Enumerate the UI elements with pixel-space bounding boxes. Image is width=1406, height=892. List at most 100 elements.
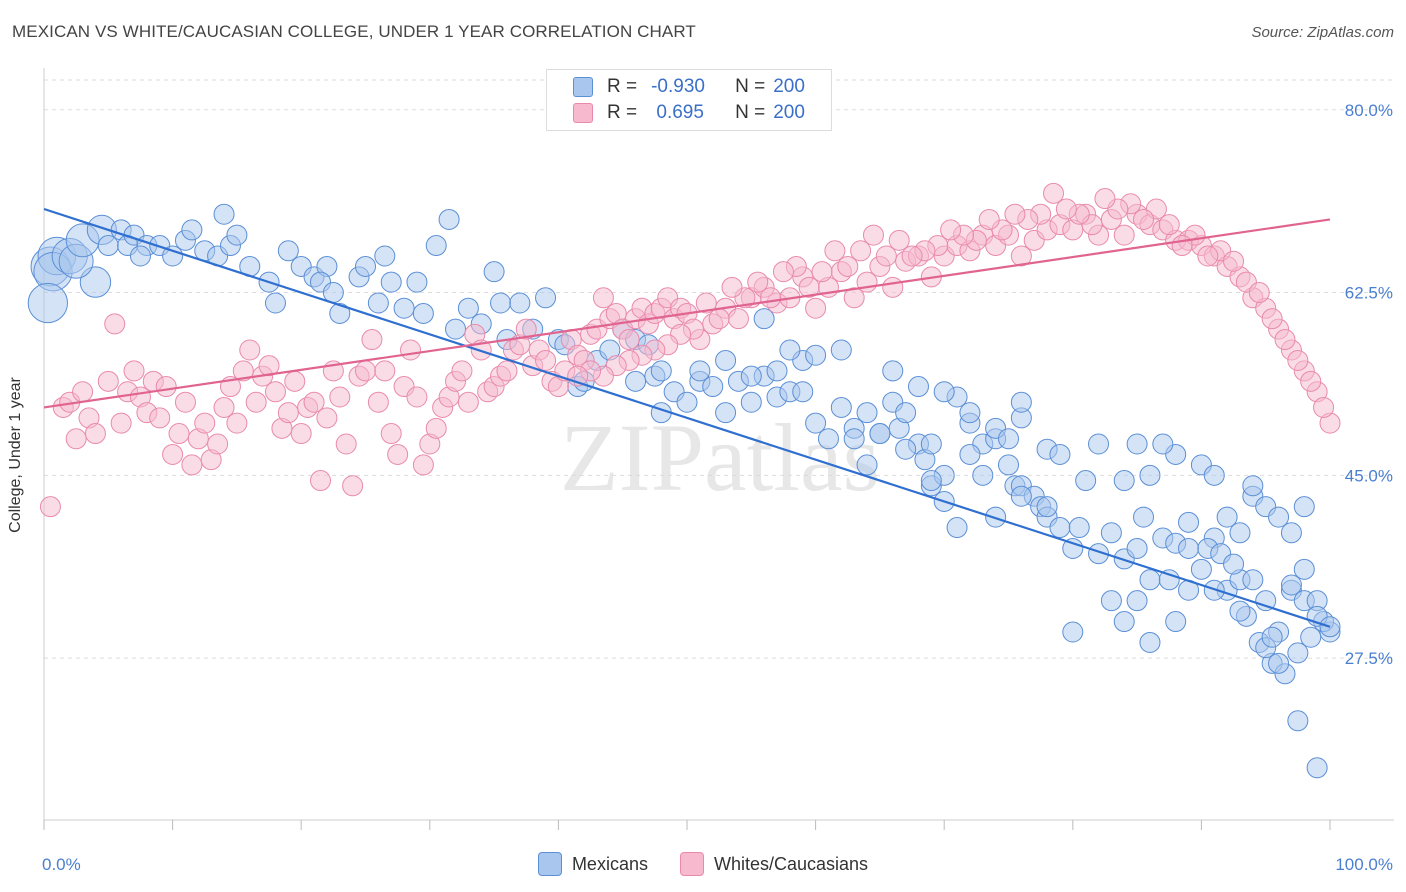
mexicans-point bbox=[355, 255, 376, 277]
whites-point bbox=[239, 339, 261, 361]
whites-point bbox=[232, 360, 254, 382]
whites-point bbox=[425, 417, 447, 439]
whites-point bbox=[862, 224, 884, 246]
whites-point bbox=[104, 313, 126, 335]
trend-lines bbox=[43, 207, 1331, 628]
whites-point bbox=[496, 360, 518, 382]
whites-point bbox=[72, 381, 94, 403]
mexicans-point bbox=[1306, 757, 1328, 779]
mexicans-point bbox=[1178, 511, 1200, 533]
whites-point bbox=[84, 423, 106, 445]
whites-point bbox=[1248, 282, 1270, 304]
mexicans-point bbox=[1113, 611, 1135, 633]
whites-point bbox=[316, 407, 338, 429]
mexicans-point bbox=[1036, 496, 1058, 518]
whites-point bbox=[226, 412, 248, 434]
whites-legend-swatch bbox=[679, 852, 704, 876]
whites-point bbox=[535, 349, 557, 371]
legend-r-label: R = bbox=[607, 102, 638, 123]
whites-point bbox=[1133, 208, 1155, 230]
whites-point bbox=[412, 454, 434, 476]
whites-point bbox=[123, 360, 145, 382]
whites-point bbox=[361, 329, 383, 351]
whites-point bbox=[888, 229, 910, 251]
mexicans-point bbox=[689, 360, 711, 382]
whites-point bbox=[451, 360, 473, 382]
whites-point bbox=[721, 276, 743, 298]
mexicans-point bbox=[1268, 506, 1290, 528]
mexicans-point bbox=[830, 339, 852, 361]
whites-point bbox=[264, 381, 286, 403]
mexicans-point bbox=[226, 224, 248, 246]
whites-point bbox=[213, 396, 235, 418]
mexicans-point bbox=[1075, 470, 1097, 492]
mexicans-point bbox=[1126, 537, 1148, 559]
mexicans-point bbox=[1100, 590, 1122, 612]
mexicans-point bbox=[856, 402, 878, 424]
mexicans-point bbox=[740, 365, 762, 387]
mexicans-point bbox=[1178, 537, 1200, 559]
whites-point bbox=[387, 443, 409, 465]
legend-n-value: 200 bbox=[773, 76, 805, 97]
mexicans-point bbox=[959, 402, 981, 424]
whites-point bbox=[380, 423, 402, 445]
whites-point bbox=[978, 208, 1000, 230]
mexicans-point bbox=[425, 235, 447, 257]
whites-points bbox=[39, 182, 1341, 518]
mexicans-point bbox=[715, 349, 737, 371]
mexicans-point bbox=[1165, 611, 1187, 633]
legend-r-value: -0.930 bbox=[651, 76, 705, 97]
whites-point bbox=[335, 433, 357, 455]
mexicans-point bbox=[1242, 475, 1264, 497]
mexicans-point bbox=[817, 428, 839, 450]
whites-point bbox=[181, 454, 203, 476]
mexicans-point bbox=[972, 464, 994, 486]
mexicans-point bbox=[1139, 464, 1161, 486]
whites-point bbox=[309, 470, 331, 492]
mexicans-point bbox=[1229, 600, 1251, 622]
mexicans-point bbox=[882, 360, 904, 382]
mexicans-point bbox=[959, 443, 981, 465]
whites-point bbox=[174, 391, 196, 413]
whites-point bbox=[155, 376, 177, 398]
whites-point bbox=[1313, 396, 1335, 418]
whites-point bbox=[290, 423, 312, 445]
whites-swatch bbox=[573, 103, 593, 123]
legend-row-whites: R = 0.695 N = 200 bbox=[573, 101, 805, 125]
whites-point bbox=[1043, 182, 1065, 204]
mexicans-point bbox=[933, 381, 955, 403]
mexicans-point bbox=[805, 412, 827, 434]
mexicans-point bbox=[895, 402, 917, 424]
mexicans-point bbox=[766, 360, 788, 382]
mexicans-point bbox=[367, 292, 389, 314]
mexicans-point bbox=[1113, 470, 1135, 492]
whites-point bbox=[592, 287, 614, 309]
whites-point bbox=[695, 292, 717, 314]
mexicans-legend-label: Mexicans bbox=[571, 853, 648, 874]
mexicans-point bbox=[329, 302, 351, 324]
mexicans-point bbox=[1280, 522, 1302, 544]
whites-point bbox=[1055, 198, 1077, 220]
mexicans-point bbox=[1100, 522, 1122, 544]
mexicans-point bbox=[907, 376, 929, 398]
mexicans-point bbox=[181, 219, 203, 241]
y-tick-label: 80.0% bbox=[1345, 101, 1393, 120]
mexicans-point bbox=[1088, 433, 1110, 455]
whites-point bbox=[277, 402, 299, 424]
axes bbox=[43, 68, 1394, 830]
mexicans-point bbox=[1126, 590, 1148, 612]
mexicans-point bbox=[920, 470, 942, 492]
mexicans-point bbox=[1287, 642, 1309, 664]
series-legend: Mexicans Whites/Caucasians bbox=[0, 852, 1406, 876]
whites-point bbox=[747, 271, 769, 293]
mexicans-point bbox=[805, 344, 827, 366]
whites-point bbox=[207, 433, 229, 455]
whites-point bbox=[162, 443, 184, 465]
whites-point bbox=[457, 391, 479, 413]
whites-point bbox=[1010, 245, 1032, 267]
mexicans-point bbox=[1203, 464, 1225, 486]
whites-point bbox=[843, 287, 865, 309]
whites-point bbox=[168, 423, 190, 445]
mexicans-point bbox=[1139, 631, 1161, 653]
mexicans-point bbox=[753, 308, 775, 330]
